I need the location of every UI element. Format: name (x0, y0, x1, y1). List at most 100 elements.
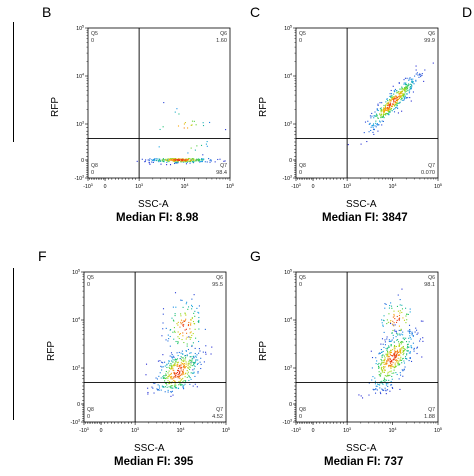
event-point (191, 120, 194, 122)
event-point (395, 359, 397, 361)
flow-panel-g: G -103 -103 0 0 103 103 104 104 105 105 Q5 0 Q6 98.1 Q… (246, 244, 456, 476)
event-point (180, 323, 182, 325)
event-point (383, 107, 385, 109)
event-point (388, 111, 390, 113)
event-point (390, 95, 392, 97)
event-point (383, 107, 385, 109)
event-point (403, 95, 405, 98)
event-point (388, 99, 391, 101)
event-point (176, 352, 178, 354)
event-point (174, 373, 176, 375)
event-point (415, 73, 417, 75)
event-point (385, 393, 387, 395)
event-point (198, 319, 200, 322)
event-point (403, 89, 405, 91)
event-point (180, 352, 182, 354)
event-point (214, 161, 216, 163)
event-point (380, 373, 382, 375)
event-point (399, 354, 401, 356)
event-point (394, 330, 396, 332)
event-point (180, 321, 182, 323)
event-point (166, 377, 168, 379)
event-point (409, 330, 411, 332)
event-point (398, 97, 400, 99)
event-point (178, 367, 180, 370)
event-point (366, 140, 368, 143)
event-point (422, 337, 424, 339)
y-tick-label: 105 (72, 269, 80, 276)
event-point (375, 115, 377, 117)
event-point (189, 332, 191, 334)
event-point (387, 352, 389, 354)
event-points (145, 292, 213, 397)
event-point (405, 322, 407, 324)
event-point (172, 367, 174, 369)
event-point (387, 102, 389, 104)
event-point (149, 158, 151, 160)
event-point (193, 323, 195, 325)
event-point (386, 351, 389, 353)
event-point (153, 158, 156, 160)
event-point (164, 361, 166, 363)
event-point (374, 377, 376, 379)
event-point (394, 97, 396, 99)
event-point (394, 364, 396, 366)
event-point (403, 83, 405, 85)
event-point (371, 367, 373, 369)
event-point (403, 99, 405, 101)
event-point (401, 91, 403, 93)
event-point (411, 332, 413, 335)
event-point (162, 366, 164, 368)
event-point (402, 89, 404, 91)
event-point (393, 108, 395, 110)
event-point (386, 353, 388, 355)
quadrant-percent: 1.88 (424, 414, 435, 420)
event-point (193, 362, 195, 364)
event-point (393, 372, 395, 374)
event-point (375, 120, 377, 122)
event-point (170, 373, 172, 375)
event-point (402, 341, 404, 343)
event-point (382, 115, 385, 117)
event-point (389, 102, 391, 104)
event-point (176, 161, 178, 163)
event-point (381, 380, 383, 382)
event-point (176, 162, 178, 164)
event-point (415, 80, 417, 82)
event-point (385, 384, 388, 386)
event-point (388, 110, 390, 112)
event-point (389, 100, 391, 102)
event-point (200, 159, 203, 161)
event-point (194, 352, 196, 355)
event-point (189, 328, 191, 330)
event-point (167, 389, 169, 391)
event-point (368, 131, 370, 133)
event-point (192, 333, 194, 335)
event-point (396, 355, 398, 357)
event-point (204, 328, 206, 330)
event-point (421, 74, 423, 77)
event-point (196, 145, 198, 147)
event-point (372, 376, 374, 378)
event-point (395, 95, 397, 97)
event-point (209, 161, 211, 163)
event-point (409, 86, 412, 88)
event-point (387, 353, 389, 355)
event-point (397, 364, 399, 366)
event-point (172, 365, 174, 367)
event-point (376, 389, 378, 391)
event-point (401, 93, 403, 95)
event-point (398, 353, 400, 356)
event-point (185, 318, 187, 320)
event-point (180, 319, 182, 321)
event-point (162, 308, 165, 310)
event-point (381, 355, 383, 357)
event-point (184, 383, 186, 385)
event-point (414, 331, 416, 333)
event-point (413, 350, 415, 352)
event-point (184, 312, 186, 314)
event-point (399, 349, 402, 352)
event-point (397, 341, 400, 343)
event-point (383, 315, 385, 317)
event-point (416, 347, 418, 349)
